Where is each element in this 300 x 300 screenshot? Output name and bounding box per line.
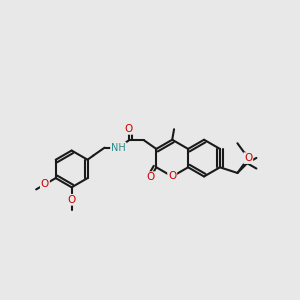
Text: O: O [41, 179, 49, 189]
Text: O: O [244, 153, 252, 163]
Text: O: O [125, 124, 133, 134]
Text: O: O [68, 195, 76, 205]
Text: O: O [146, 172, 155, 182]
Text: O: O [168, 172, 176, 182]
Text: NH: NH [111, 143, 126, 153]
